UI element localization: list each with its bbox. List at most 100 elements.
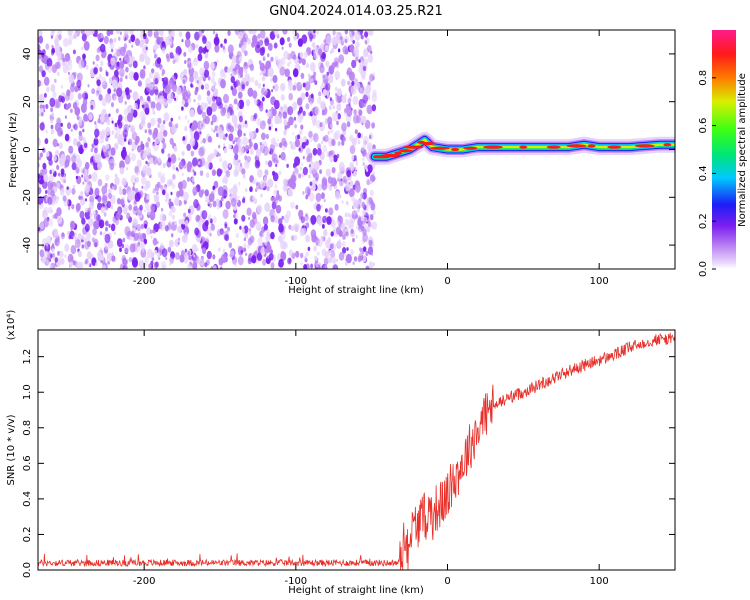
noise-speckle [149, 229, 153, 234]
x-tick-label: 100 [590, 576, 609, 587]
noise-speckle [64, 115, 67, 119]
noise-speckle [284, 124, 288, 131]
noise-speckle [212, 200, 217, 208]
noise-speckle [371, 93, 377, 103]
noise-speckle [117, 210, 121, 215]
noise-speckle [61, 188, 65, 193]
noise-speckle [190, 150, 195, 157]
y-tick-label: 20 [22, 95, 33, 108]
noise-speckle [305, 103, 310, 110]
noise-speckle [112, 216, 117, 223]
noise-speckle [101, 98, 107, 107]
noise-speckle [100, 76, 107, 86]
noise-speckle [299, 166, 302, 171]
noise-speckle [287, 188, 293, 197]
noise-speckle [98, 74, 102, 79]
noise-speckle [209, 233, 212, 237]
noise-speckle [142, 260, 148, 268]
noise-speckle [144, 202, 150, 211]
noise-speckle [256, 204, 263, 214]
noise-speckle [40, 82, 43, 87]
noise-speckle [302, 166, 308, 176]
noise-speckle [76, 141, 81, 148]
noise-speckle [53, 155, 57, 162]
noise-speckle [232, 145, 239, 155]
noise-speckle [353, 154, 357, 161]
noise-speckle [293, 223, 299, 232]
noise-speckle [366, 226, 371, 233]
noise-speckle [260, 247, 266, 256]
noise-speckle [362, 142, 367, 148]
noise-speckle [238, 99, 245, 110]
noise-speckle [119, 77, 123, 83]
noise-speckle [50, 107, 54, 113]
noise-speckle [38, 156, 42, 161]
noise-speckle [193, 99, 196, 103]
noise-speckle [315, 176, 319, 182]
noise-speckle [348, 71, 355, 81]
noise-speckle [72, 32, 78, 40]
noise-speckle [140, 223, 144, 230]
noise-speckle [168, 198, 172, 203]
noise-speckle [71, 162, 77, 171]
noise-speckle [276, 206, 280, 213]
noise-speckle [74, 232, 77, 237]
noise-speckle [78, 130, 83, 136]
noise-speckle [313, 50, 319, 60]
noise-speckle [275, 127, 278, 132]
noise-speckle [172, 59, 176, 64]
noise-speckle [220, 43, 223, 48]
noise-speckle [167, 179, 170, 185]
noise-speckle [204, 262, 208, 268]
noise-speckle [197, 94, 202, 101]
noise-speckle [138, 80, 142, 87]
noise-speckle [344, 38, 348, 44]
noise-speckle [307, 246, 311, 251]
noise-speckle [244, 155, 248, 161]
noise-speckle [121, 243, 124, 249]
noise-speckle [186, 98, 189, 102]
noise-speckle [86, 251, 92, 260]
noise-speckle [265, 63, 268, 68]
noise-speckle [353, 170, 358, 177]
noise-speckle [216, 202, 221, 210]
noise-speckle [244, 50, 248, 57]
noise-speckle [100, 43, 106, 53]
noise-speckle [85, 207, 89, 213]
noise-speckle [300, 216, 305, 224]
noise-speckle [150, 235, 153, 239]
noise-speckle [202, 36, 207, 44]
noise-speckle [327, 130, 330, 135]
noise-speckle [334, 203, 339, 211]
ridge-peak [483, 145, 503, 149]
noise-speckle [205, 199, 208, 203]
noise-speckle [151, 68, 155, 74]
noise-speckle [97, 195, 102, 203]
noise-speckle [234, 262, 237, 267]
noise-speckle [122, 154, 126, 160]
noise-speckle [332, 30, 336, 36]
noise-speckle [129, 89, 132, 93]
noise-speckle [111, 79, 118, 89]
noise-speckle [59, 250, 64, 258]
noise-speckle [168, 79, 175, 90]
noise-speckle [157, 123, 160, 128]
noise-speckle [161, 248, 168, 258]
noise-speckle [288, 224, 292, 230]
noise-speckle [287, 36, 291, 43]
noise-speckle [215, 33, 219, 39]
noise-speckle [49, 264, 52, 268]
noise-speckle [146, 95, 151, 102]
noise-speckle [363, 246, 367, 252]
noise-speckle [197, 161, 201, 165]
noise-speckle [50, 189, 55, 197]
noise-speckle [124, 101, 127, 105]
noise-speckle [238, 91, 243, 99]
noise-speckle [157, 171, 162, 179]
noise-speckle [207, 76, 211, 81]
noise-speckle [214, 44, 220, 53]
noise-speckle [155, 134, 157, 138]
noise-speckle [44, 250, 49, 258]
noise-speckle [369, 30, 374, 36]
noise-speckle [267, 160, 273, 168]
